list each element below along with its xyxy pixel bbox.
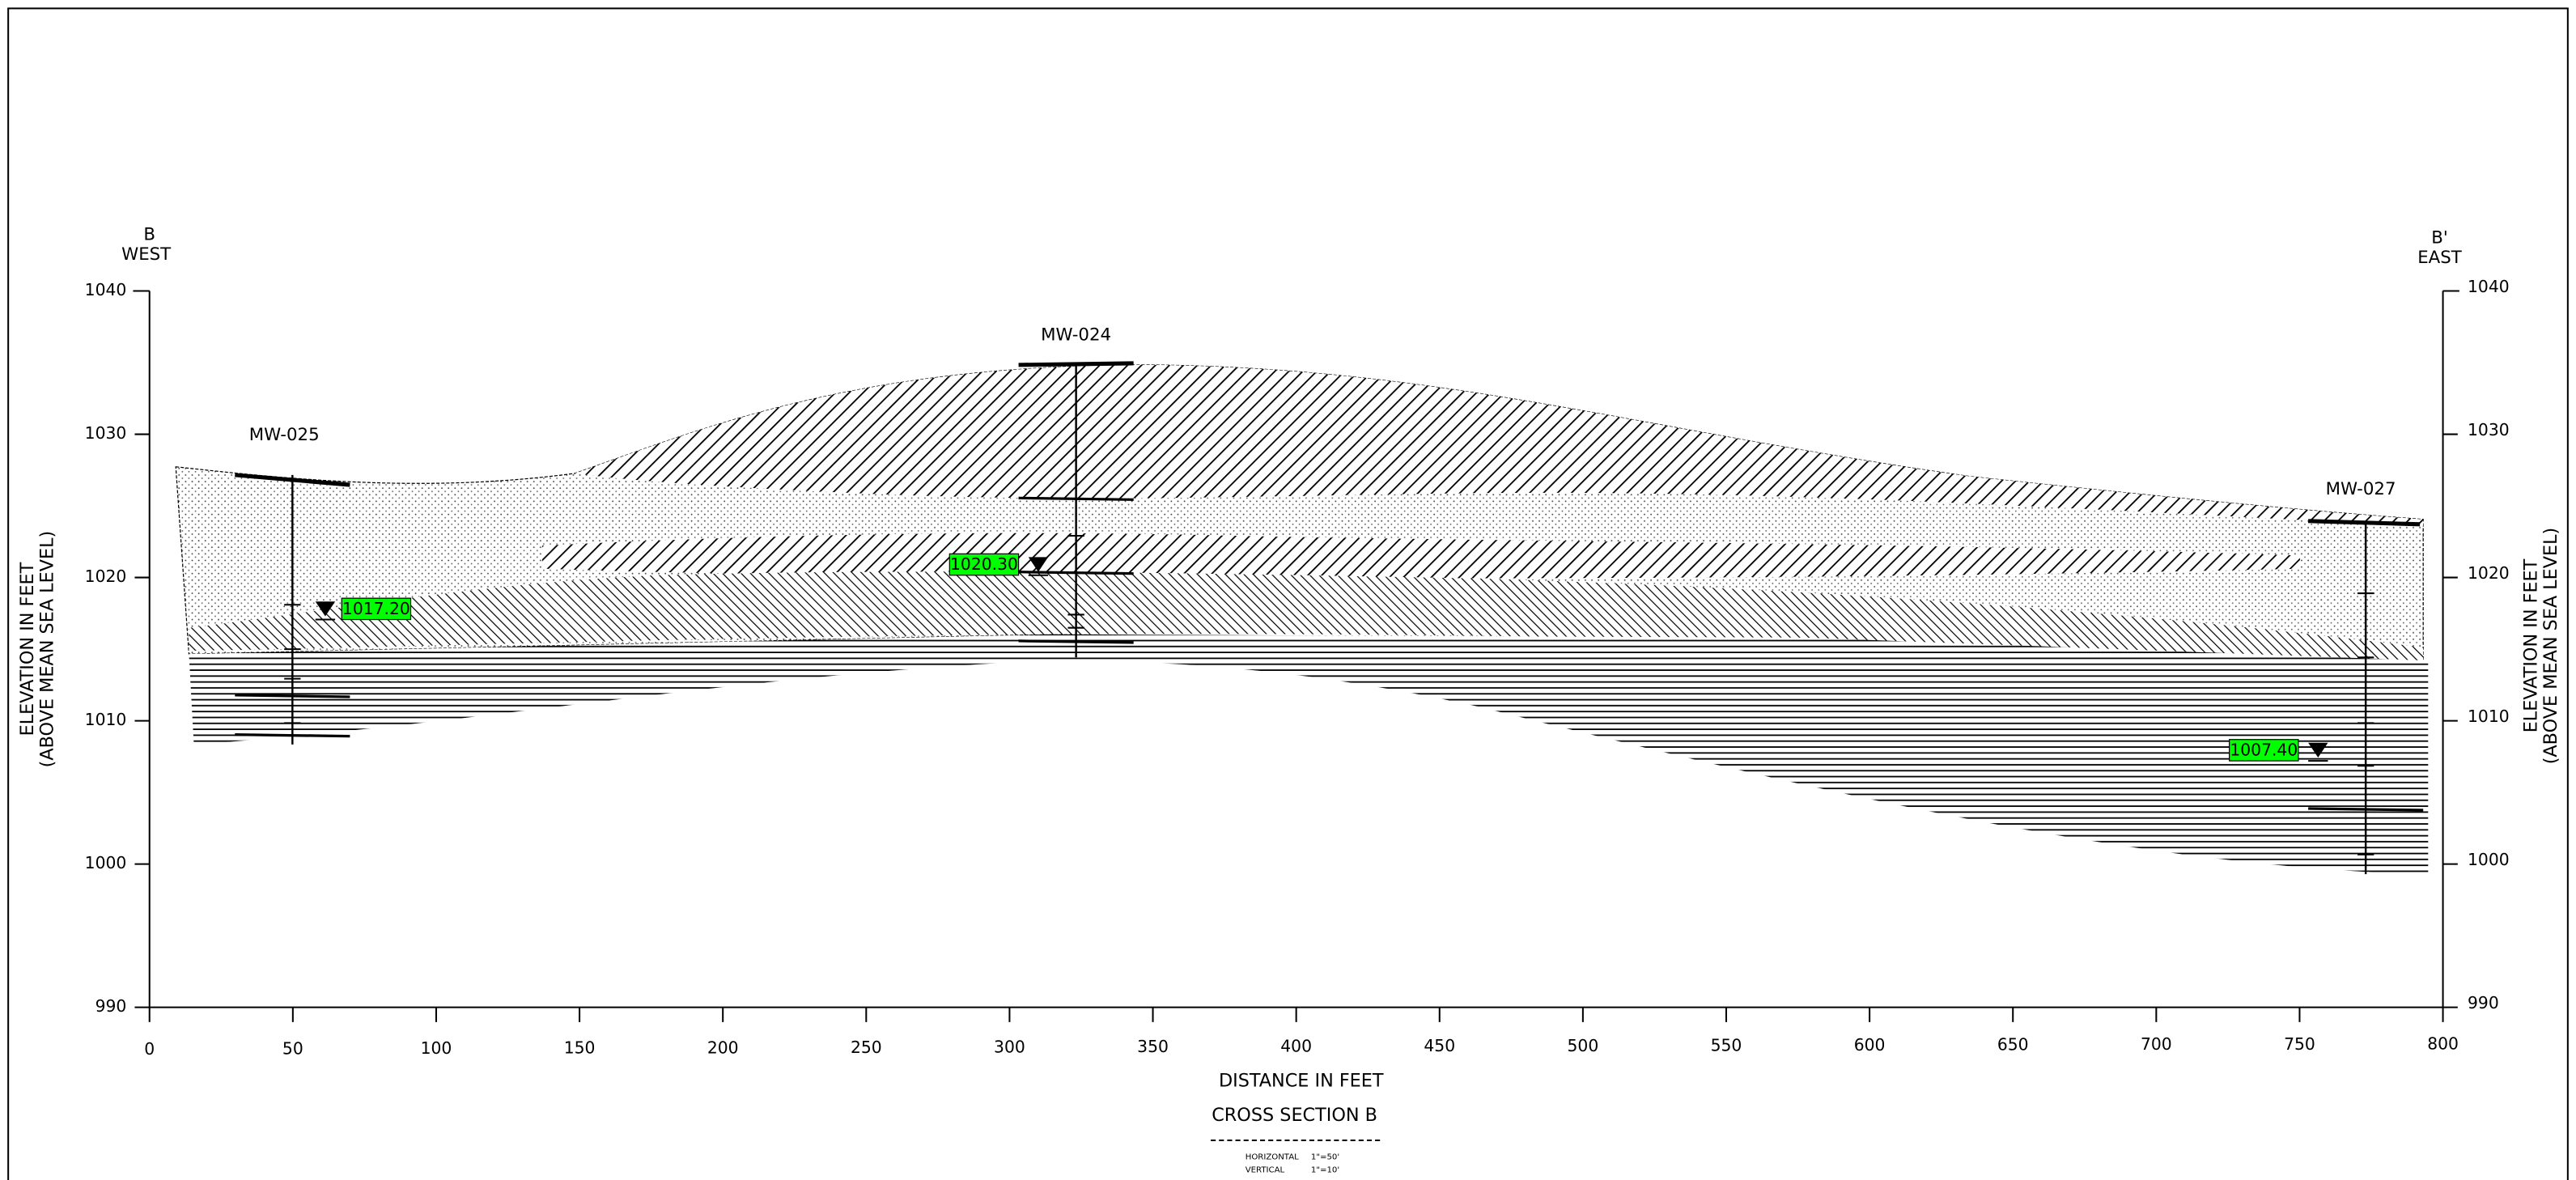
horizontal-scale: 1"=50': [1311, 1152, 1339, 1161]
y-tick-label: 1030: [85, 423, 127, 443]
y-axis-subtitle: (ABOVE MEAN SEA LEVEL): [36, 531, 57, 768]
well-contact: [235, 694, 350, 698]
well-contact: [235, 733, 350, 738]
y-tick-label: 1040: [85, 280, 127, 299]
water-level-box: [341, 597, 412, 621]
water-level-marker: [1028, 557, 1049, 572]
hatch-lower: [189, 571, 2424, 661]
section-title: CROSS SECTION B: [1212, 1105, 1377, 1126]
west-direction: WEST: [121, 244, 172, 265]
well: MW-025 1017.20: [235, 425, 412, 745]
water-level-box: [2229, 739, 2299, 762]
y-tick-label-right: 1040: [2468, 277, 2510, 296]
well-name: MW-027: [2326, 479, 2396, 499]
water-level-marker: [2308, 742, 2328, 758]
horizontal-layer: [189, 634, 2429, 875]
x-tick-label: 50: [282, 1038, 303, 1058]
x-tick-label: 0: [144, 1039, 155, 1059]
x-tick-label: 750: [2284, 1034, 2315, 1054]
well-name: MW-024: [1041, 325, 1111, 345]
west-letter: B: [143, 225, 155, 245]
water-level-label: 1017.20: [342, 599, 410, 618]
y-tick-label: 990: [95, 996, 127, 1016]
well-name: MW-025: [249, 425, 320, 445]
frame: [7, 7, 2569, 1180]
water-level-box: [948, 553, 1020, 576]
header: B WEST B' EAST: [121, 225, 2463, 268]
y-axis-subtitle-right: (ABOVE MEAN SEA LEVEL): [2540, 528, 2561, 765]
east-letter: B': [2431, 228, 2447, 248]
y-titles: ELEVATION IN FEET (ABOVE MEAN SEA LEVEL)…: [17, 528, 2561, 768]
y-axis-title: ELEVATION IN FEET: [17, 562, 38, 736]
well-contact: [1018, 496, 1134, 501]
east-direction: EAST: [2417, 248, 2463, 268]
water-level-label: 1007.40: [2230, 740, 2298, 759]
y-tick-label: 1000: [85, 853, 127, 872]
well-cap: [2308, 519, 2421, 527]
x-tick-label: 350: [1137, 1037, 1169, 1056]
y-tick-label: 1010: [85, 710, 127, 729]
x-tick-label: 650: [1997, 1035, 2029, 1055]
y-tick-label-right: 1030: [2468, 420, 2510, 439]
y-axis-title-right: ELEVATION IN FEET: [2521, 558, 2542, 732]
horizontal-label: HORIZONTAL: [1246, 1152, 1299, 1161]
x-tick-label: 500: [1568, 1036, 1599, 1055]
x-tick-label: 200: [707, 1038, 739, 1057]
x-tick-label: 150: [564, 1038, 596, 1058]
x-axis-title: DISTANCE IN FEET: [1219, 1070, 1384, 1091]
well-contact: [1018, 571, 1134, 575]
hatch-upper: [575, 364, 2424, 526]
x-tick-label: 400: [1280, 1037, 1312, 1056]
x-tick-label: 250: [851, 1038, 882, 1057]
x-tick-label: 600: [1854, 1035, 1886, 1055]
well-cap: [1018, 361, 1134, 367]
x-tick-label: 450: [1424, 1036, 1455, 1055]
vertical-label: VERTICAL: [1246, 1166, 1285, 1175]
well-contact: [2308, 807, 2424, 812]
well-contact: [1018, 639, 1134, 644]
water-level-marker: [315, 601, 336, 617]
y-tick-label: 1020: [85, 567, 127, 586]
y-tick-label-right: 1010: [2468, 707, 2510, 726]
y-tick-label-right: 1020: [2468, 563, 2510, 583]
x-tick-label: 300: [994, 1037, 1025, 1056]
x-tick-label: 700: [2141, 1034, 2172, 1054]
strata: [175, 364, 2429, 875]
well: MW-027 1007.40: [2229, 479, 2424, 875]
x-tick-label: 100: [421, 1038, 452, 1058]
well: MW-024 1020.30: [948, 325, 1134, 658]
vertical-scale: 1"=10': [1311, 1166, 1339, 1175]
x-tick-label: 800: [2427, 1034, 2459, 1053]
x-tick-label: 550: [1711, 1035, 1742, 1055]
scale-note: HORIZONTAL 1"=50' VERTICAL 1"=10': [1246, 1152, 1339, 1174]
y-tick-label-right: 990: [2468, 993, 2499, 1012]
water-level-label: 1020.30: [950, 554, 1018, 574]
y-tick-label-right: 1000: [2468, 850, 2510, 869]
